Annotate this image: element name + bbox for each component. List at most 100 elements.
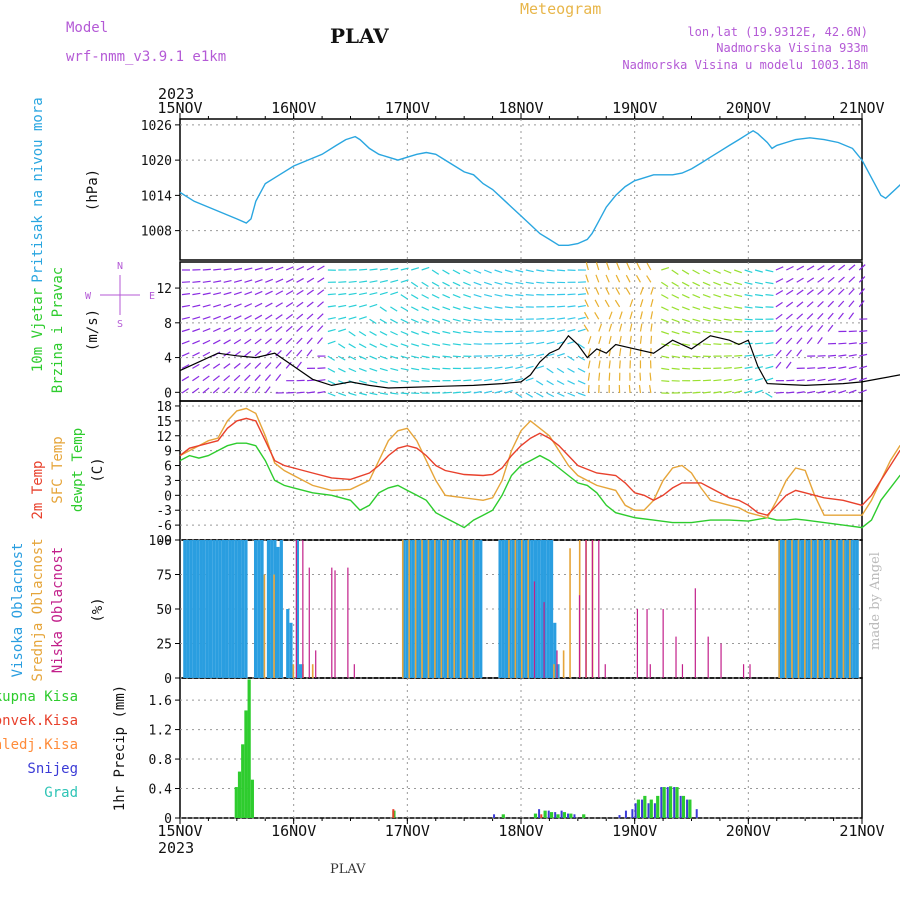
wind-arrow xyxy=(504,269,513,273)
wind-arrow xyxy=(692,269,700,275)
wind-arrow xyxy=(608,311,613,320)
wind-arrow xyxy=(681,306,690,311)
compass-s-label: S xyxy=(117,319,123,330)
wind-arrow xyxy=(567,380,575,385)
wind-arrow xyxy=(817,390,826,394)
wind-arrow xyxy=(202,280,211,283)
wind-arrow xyxy=(702,343,711,346)
cloud-bar xyxy=(401,540,404,678)
wind-arrow xyxy=(785,325,793,332)
wind-arrow xyxy=(567,340,576,345)
wind-arrow xyxy=(411,380,420,383)
cloud-bar xyxy=(427,540,430,678)
wind-arrow xyxy=(650,311,654,320)
wind-arrow xyxy=(587,360,591,369)
wind-arrow xyxy=(504,306,514,309)
wind-arrow xyxy=(286,391,295,394)
cloud-bar xyxy=(681,664,684,678)
wind-arrow xyxy=(223,279,232,283)
wind-arrow xyxy=(713,306,722,310)
wind-arrow xyxy=(358,304,368,308)
y-tick-label: -9 xyxy=(156,534,172,549)
wind-arrow xyxy=(807,390,816,394)
wind-arrow xyxy=(296,301,304,308)
wind-arrow xyxy=(181,387,189,394)
wind-arrow xyxy=(296,277,304,283)
wind-arrow xyxy=(244,362,251,369)
precip-bar xyxy=(634,803,637,818)
cloud-bar xyxy=(707,636,709,678)
precip-bar xyxy=(649,799,653,818)
wind-arrow xyxy=(192,304,201,308)
model-label: Model xyxy=(66,20,109,36)
precip-bar xyxy=(493,814,496,818)
wind-arrow xyxy=(661,367,670,371)
wind-arrow xyxy=(692,281,701,287)
cloud-bar xyxy=(636,609,639,678)
wind-arrow xyxy=(859,377,868,382)
cloud-bar xyxy=(196,540,200,678)
cloud-bar xyxy=(720,643,722,678)
model-name: wrf-nmm_v3.9.1 e1km xyxy=(66,49,227,65)
wind-arrow xyxy=(838,276,845,283)
cloud-bar xyxy=(852,540,856,678)
wind-arrow xyxy=(723,281,732,286)
wind-side-label-2: Brzina i Pravac xyxy=(50,267,66,393)
cloud-bar xyxy=(466,540,468,678)
wind-arrow xyxy=(181,328,190,333)
wind-arrow xyxy=(254,290,263,296)
wind-arrow xyxy=(639,311,643,320)
wind-arrow xyxy=(713,379,722,382)
wind-arrow xyxy=(557,317,566,320)
compass-e-label: E xyxy=(149,291,155,302)
wind-arrow xyxy=(755,306,764,309)
wind-arrow xyxy=(786,265,794,271)
wind-arrow xyxy=(463,379,472,382)
wind-arrow xyxy=(192,387,200,394)
wind-arrow xyxy=(859,365,868,369)
wind-arrow xyxy=(859,341,868,345)
wind-arrow xyxy=(484,318,493,321)
wind-arrow xyxy=(661,355,670,359)
wind-arrow xyxy=(848,276,856,283)
wind-arrow xyxy=(848,264,856,271)
precip-legend-item: Zaledj.Kisa xyxy=(0,737,78,753)
y-tick-label: 0.4 xyxy=(149,783,173,798)
wind-arrow xyxy=(583,324,589,332)
wind-arrow xyxy=(765,342,774,345)
y-tick-label: 8 xyxy=(164,317,172,332)
precip-unit-label: 1hr Precip (mm) xyxy=(112,685,128,811)
wind-arrow xyxy=(744,366,753,369)
wind-arrow xyxy=(431,330,440,335)
wind-arrow xyxy=(223,387,230,394)
wind-arrow xyxy=(233,267,243,271)
x-tick-label-bottom: 15NOV xyxy=(157,822,202,840)
wind-arrow xyxy=(254,350,262,357)
cloud-bar xyxy=(508,540,510,678)
wind-arrow xyxy=(827,366,837,369)
wind-arrow xyxy=(692,306,701,311)
wind-arrow xyxy=(635,275,641,283)
wind-arrow xyxy=(473,367,482,369)
wind-arrow xyxy=(358,355,367,361)
wind-arrow xyxy=(400,367,409,371)
cloud-bar xyxy=(549,540,554,678)
wind-arrow xyxy=(244,326,252,333)
wind-arrow xyxy=(358,343,367,349)
cloud-bar xyxy=(276,546,280,678)
wind-arrow xyxy=(556,367,565,374)
wind-arrow xyxy=(233,315,242,320)
wind-arrow xyxy=(583,311,589,320)
wind-arrow xyxy=(807,379,816,382)
wind-arrow xyxy=(338,304,347,308)
wind-arrow xyxy=(348,392,357,396)
wind-arrow xyxy=(515,342,524,345)
panel-frame xyxy=(179,118,863,261)
wind-arrow xyxy=(754,281,764,285)
wind-arrow xyxy=(244,374,251,382)
wind-arrow xyxy=(713,318,722,322)
precip-bar xyxy=(560,810,563,818)
wind-arrow xyxy=(411,330,419,335)
wind-arrow xyxy=(817,324,824,332)
wind-arrow xyxy=(848,300,855,308)
